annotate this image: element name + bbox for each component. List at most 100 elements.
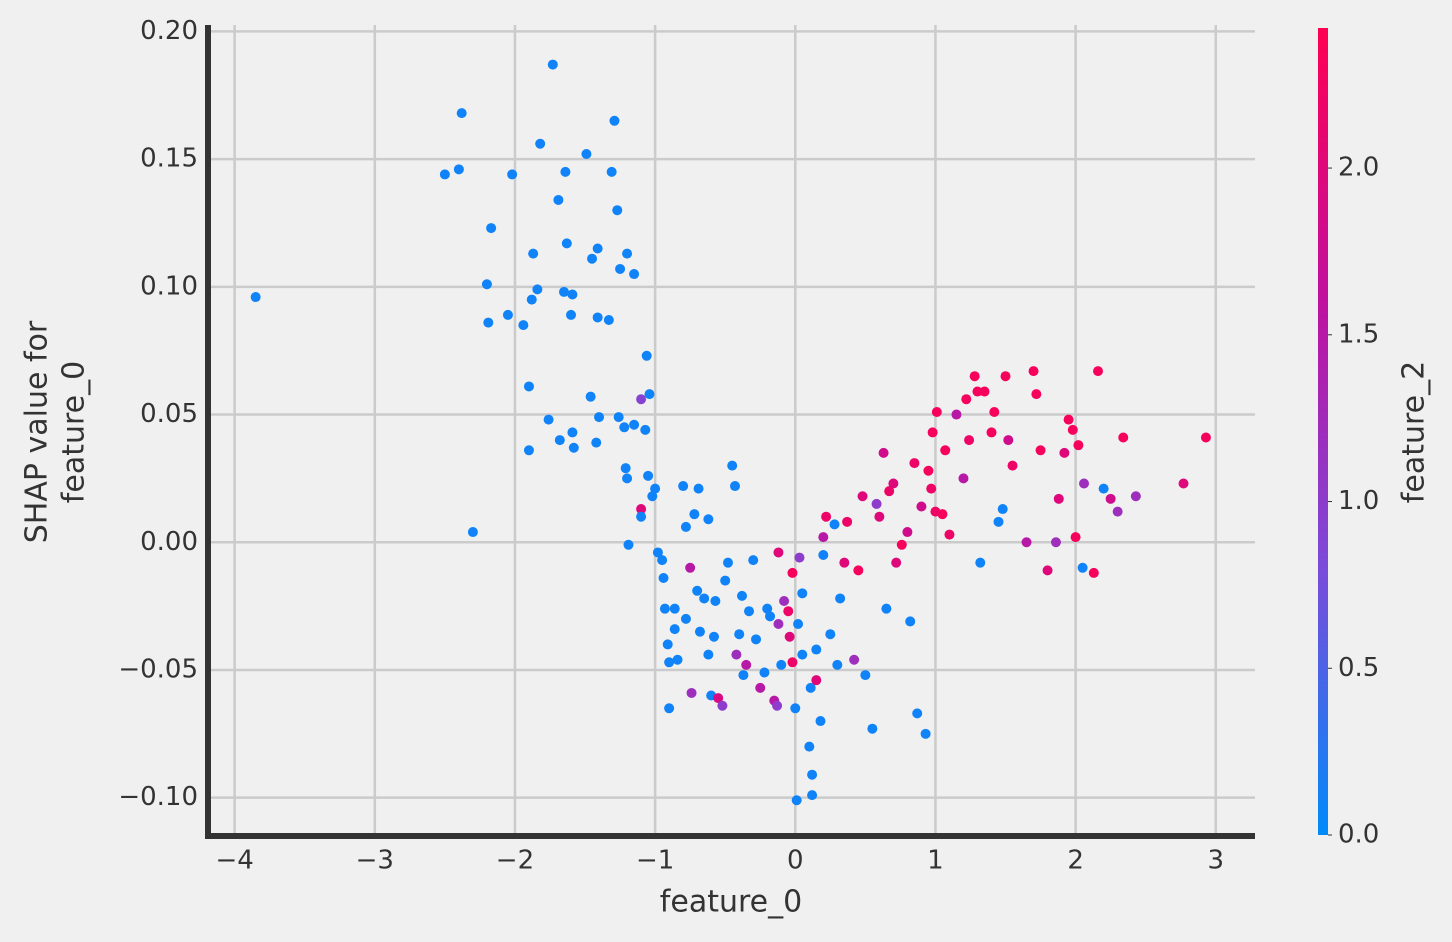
point: [1050, 537, 1061, 548]
point: [853, 565, 864, 576]
point: [878, 447, 889, 458]
point: [829, 519, 840, 530]
point: [561, 238, 572, 249]
colorbar-tick-label: 1.0: [1338, 486, 1379, 516]
point: [972, 386, 983, 397]
point: [787, 657, 798, 668]
point: [979, 386, 990, 397]
point: [871, 498, 882, 509]
point: [1007, 460, 1018, 471]
point: [1088, 567, 1099, 578]
point: [730, 481, 741, 492]
x-tick-label: 3: [1207, 846, 1224, 876]
point: [662, 639, 673, 650]
point: [748, 555, 759, 566]
point: [765, 611, 776, 622]
point: [619, 422, 630, 433]
point: [1093, 366, 1104, 377]
point: [762, 603, 773, 614]
point: [1031, 389, 1042, 400]
point: [867, 723, 878, 734]
point: [1067, 424, 1078, 435]
point: [1059, 447, 1070, 458]
point: [1098, 483, 1109, 494]
point: [710, 596, 721, 607]
point: [738, 670, 749, 681]
point: [636, 504, 647, 515]
point: [1112, 506, 1123, 517]
point: [659, 603, 670, 614]
point: [629, 419, 640, 430]
point: [507, 169, 518, 180]
point: [734, 629, 745, 640]
point: [805, 682, 816, 693]
point: [613, 412, 624, 423]
point: [686, 687, 697, 698]
point: [811, 644, 822, 655]
point: [896, 539, 907, 550]
point: [884, 486, 895, 497]
point: [1079, 478, 1090, 489]
point: [807, 790, 818, 801]
point: [916, 501, 927, 512]
y-tick-label: −0.05: [118, 654, 198, 684]
point: [791, 795, 802, 806]
x-axis-label: feature_0: [660, 885, 802, 920]
point: [958, 473, 969, 484]
point: [502, 309, 513, 320]
point: [790, 703, 801, 714]
point: [1118, 432, 1129, 443]
point: [636, 511, 647, 522]
point: [554, 435, 565, 446]
point: [483, 317, 494, 328]
point: [804, 741, 815, 752]
point: [453, 164, 464, 175]
point: [664, 703, 675, 714]
point: [1021, 537, 1032, 548]
point: [594, 412, 605, 423]
point: [481, 279, 492, 290]
point: [250, 292, 261, 303]
point: [699, 593, 710, 604]
point: [587, 253, 598, 264]
point: [927, 427, 938, 438]
point: [694, 626, 705, 637]
point: [643, 470, 654, 481]
point: [720, 575, 731, 586]
point: [568, 442, 579, 453]
point: [744, 606, 755, 617]
point: [664, 657, 675, 668]
point: [532, 284, 543, 295]
point: [759, 667, 770, 678]
point: [741, 659, 752, 670]
point: [518, 320, 529, 331]
colorbar-tick-label: 2.0: [1338, 153, 1379, 183]
point: [825, 629, 836, 640]
point: [849, 654, 860, 665]
point: [794, 552, 805, 563]
point: [641, 350, 652, 361]
point: [629, 269, 640, 280]
point: [678, 481, 689, 492]
point: [543, 414, 554, 425]
point: [961, 394, 972, 405]
x-tick-label: 2: [1067, 846, 1084, 876]
point: [693, 483, 704, 494]
point: [647, 491, 658, 502]
point: [713, 693, 724, 704]
x-tick-label: −4: [215, 846, 253, 876]
y-axis-label: feature_0: [57, 361, 92, 503]
point: [680, 613, 691, 624]
x-tick-label: −3: [356, 846, 394, 876]
point: [456, 108, 467, 119]
point: [891, 557, 902, 568]
point: [751, 634, 762, 645]
point: [669, 603, 680, 614]
point: [1000, 371, 1011, 382]
x-tick-label: −2: [496, 846, 534, 876]
point: [1003, 435, 1014, 446]
point: [888, 478, 899, 489]
y-tick-label: 0.00: [140, 527, 198, 557]
